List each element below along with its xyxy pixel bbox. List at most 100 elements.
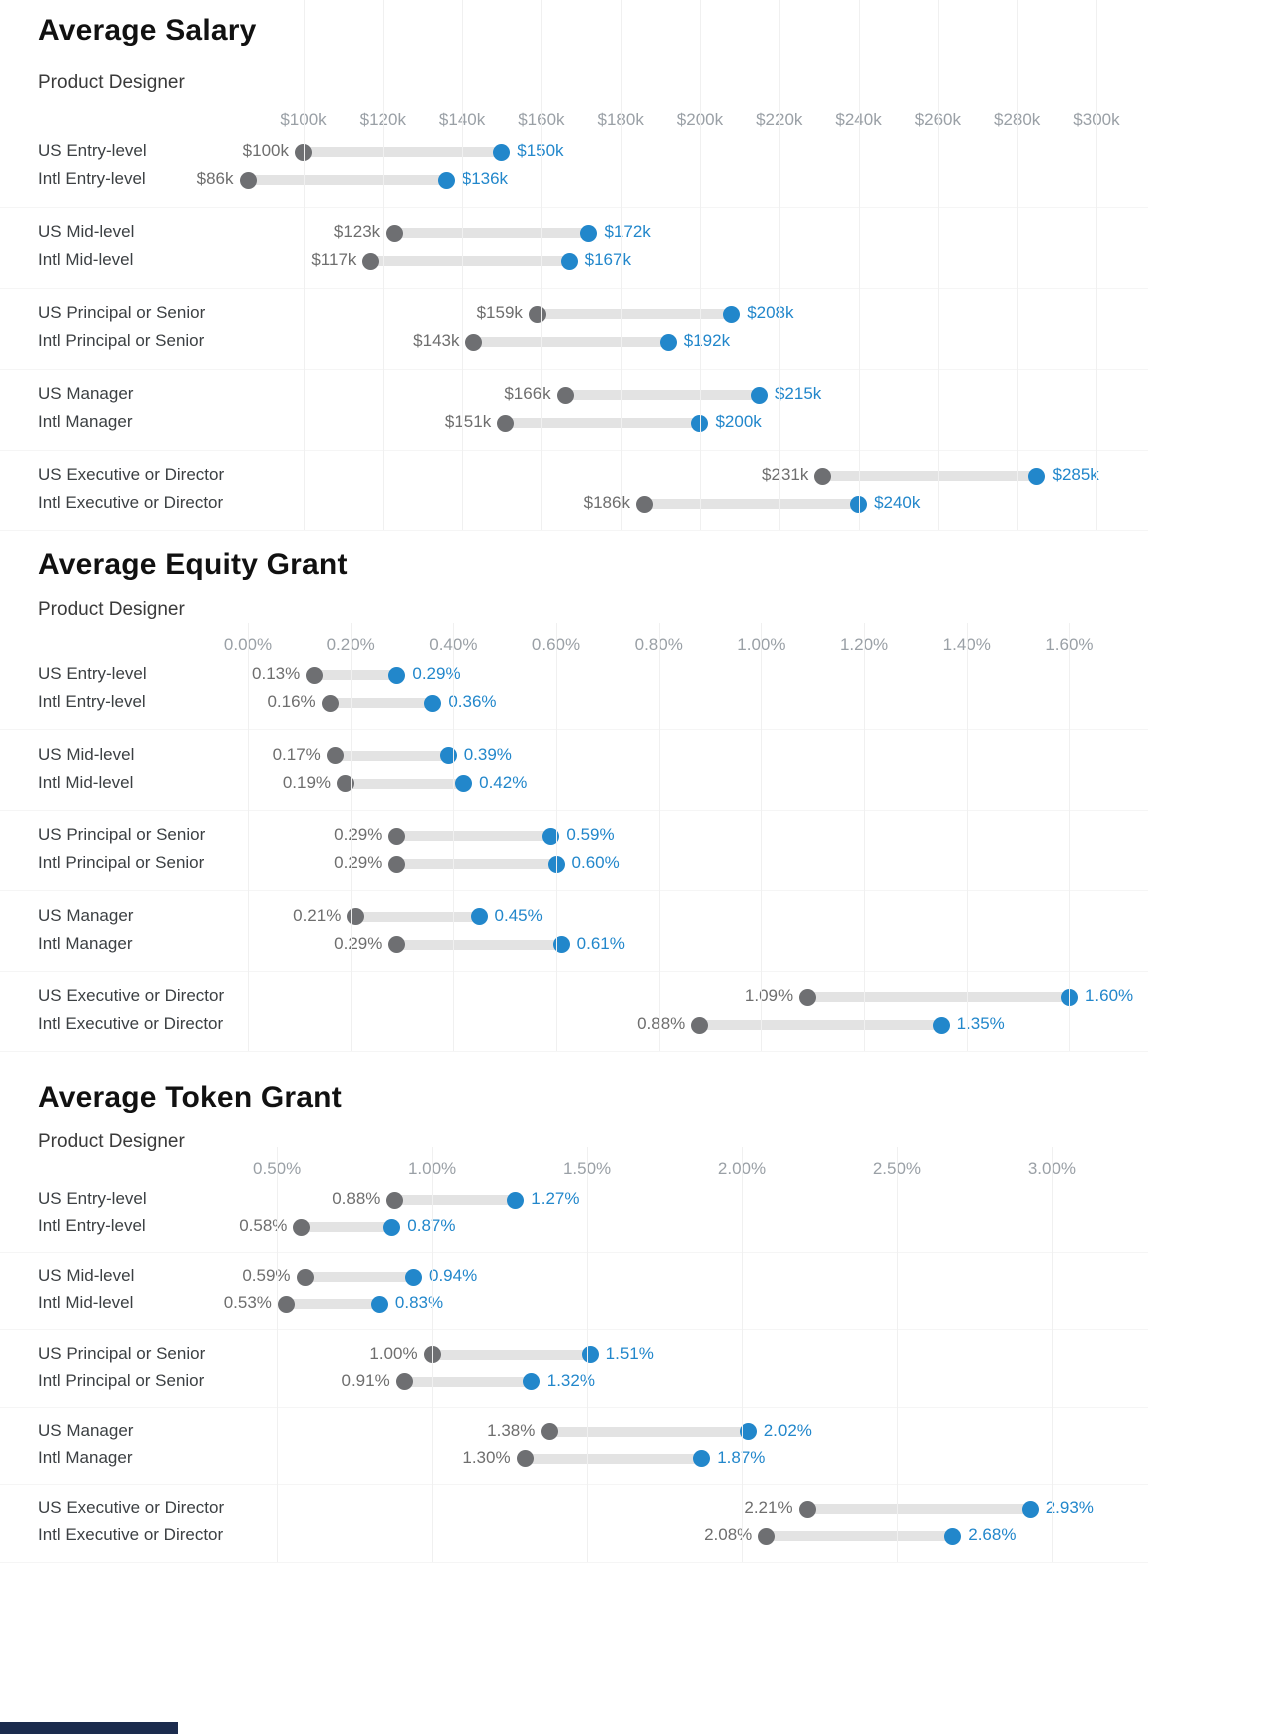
min-dot [528, 305, 546, 323]
min-value-label: 1.38% [487, 1420, 536, 1440]
dumbbell-bar [822, 471, 1037, 481]
max-value-label: 1.27% [531, 1189, 580, 1208]
row-category-label: US Executive or Director [38, 465, 225, 484]
row-category-label: US Entry-level [38, 141, 147, 160]
max-value-label: $150k [517, 141, 564, 160]
axis-tick-label: $240k [835, 110, 882, 129]
dumbbell-bar [394, 228, 589, 238]
min-value-label: $166k [504, 384, 551, 403]
axis-tick-label: 1.50% [562, 1159, 612, 1178]
min-dot [556, 386, 574, 404]
gridline-vertical [1051, 1147, 1053, 1562]
row-category-label: Intl Executive or Director [38, 493, 224, 512]
row-category-label: US Principal or Senior [38, 303, 206, 322]
min-value-label: 2.08% [704, 1525, 753, 1544]
dumbbell-bar [301, 1222, 392, 1232]
chart-subtitle: Product Designer [38, 72, 185, 93]
max-value-label: $136k [461, 169, 509, 188]
gridline-vertical [896, 1147, 898, 1562]
max-value-label: 0.39% [463, 744, 512, 764]
min-dot [541, 1423, 559, 1441]
axis-tick-label: $100k [280, 110, 327, 129]
max-value-label: 1.51% [605, 1343, 654, 1363]
gridline-vertical [1096, 0, 1098, 530]
min-value-label: 0.19% [282, 772, 332, 792]
gridline-horizontal [0, 970, 1148, 972]
max-value-label: $285k [1052, 465, 1099, 484]
gridline-vertical [556, 623, 558, 1051]
gridline-vertical [248, 623, 249, 1051]
gridline-horizontal [0, 1252, 1148, 1254]
axis-tick-label: 2.00% [717, 1159, 767, 1178]
gridline-vertical [1017, 0, 1019, 530]
dumbbell-bar [396, 939, 562, 950]
row-category-label: US Manager [38, 1420, 134, 1440]
min-dot [691, 1016, 709, 1034]
max-value-label: $200k [715, 412, 762, 431]
gridline-horizontal [0, 1051, 1148, 1052]
min-dot [362, 252, 380, 270]
max-value-label: 0.60% [571, 853, 620, 872]
axis-tick-label: 0.60% [531, 635, 581, 654]
dumbbell-bar [537, 309, 732, 319]
gridline-vertical [541, 0, 543, 530]
axis-tick-label: 1.60% [1045, 635, 1094, 654]
dumbbell-plot-average-salary: $100k $120k $140k $160k $180k $200k $220k $240k… [0, 106, 1269, 546]
row-category-label: US Principal or Senior [38, 825, 206, 844]
axis-tick-label: 0.80% [634, 635, 683, 654]
max-value-label: 1.87% [717, 1448, 917, 1468]
min-dot [758, 1527, 776, 1545]
min-value-label: $143k [413, 331, 460, 350]
chart-section-average-equity-grant: Average Equity Grant Product Designer 0.… [0, 545, 1269, 1075]
row-category-label: Intl Manager [38, 1447, 133, 1467]
row-category-label: US Mid-level [38, 222, 135, 241]
min-value-label: 0.58% [239, 1216, 288, 1235]
dumbbell-bar [699, 1020, 942, 1030]
gridline-horizontal [0, 368, 1148, 370]
min-value-label: $86k [196, 169, 234, 188]
min-value-label: $117k [311, 250, 357, 269]
row-category-label: Intl Mid-level [38, 772, 134, 792]
gridline-horizontal [0, 449, 1148, 451]
max-dot [404, 1268, 422, 1286]
max-value-label: 2.02% [763, 1420, 812, 1440]
gridline-vertical [462, 0, 464, 530]
gridline-horizontal [0, 890, 1148, 892]
max-value-label: 0.45% [494, 905, 543, 925]
footer-bar [0, 1722, 178, 1734]
min-value-label: $123k [333, 222, 381, 241]
dumbbell-bar [345, 778, 464, 789]
dumbbell-bar [370, 256, 570, 266]
dumbbell-bar [807, 992, 1070, 1002]
dumbbell-bar [396, 859, 557, 869]
row-category-label: US Executive or Director [38, 1498, 225, 1517]
axis-tick-label: $300k [1073, 110, 1120, 129]
max-value-label: 2.93% [1045, 1498, 1094, 1517]
axis-tick-label: $280k [993, 110, 1041, 129]
min-dot [798, 1500, 816, 1518]
min-dot [296, 1268, 314, 1286]
row-category-label: Intl Mid-level [38, 1293, 134, 1313]
min-value-label: 0.29% [334, 933, 383, 953]
max-dot [750, 386, 768, 404]
max-value-label: $167k [584, 250, 631, 269]
min-value-label: 0.29% [334, 825, 383, 844]
max-dot [944, 1527, 962, 1545]
gridline-vertical [742, 1147, 743, 1562]
max-value-label: 0.29% [412, 664, 461, 683]
gridline-vertical [303, 0, 305, 530]
min-value-label: 0.17% [272, 744, 321, 764]
dumbbell-bar [394, 1195, 516, 1205]
max-dot [739, 1423, 757, 1441]
row-category-label: US Mid-level [38, 744, 135, 764]
min-dot [516, 1450, 534, 1468]
gridline-horizontal [0, 1483, 1148, 1485]
min-value-label: 1.30% [462, 1447, 511, 1467]
row-category-label: Intl Manager [38, 412, 133, 431]
row-category-label: Intl Manager [38, 933, 133, 953]
dumbbell-plot-average-token-grant: 0.50% 1.00% 1.50% 2.00% 2.50% 3.00% US Entry-l… [0, 1155, 1269, 1568]
min-dot [306, 666, 324, 684]
row-category-label: US Manager [38, 384, 134, 403]
gridline-horizontal [0, 206, 1148, 208]
min-dot [814, 467, 832, 485]
